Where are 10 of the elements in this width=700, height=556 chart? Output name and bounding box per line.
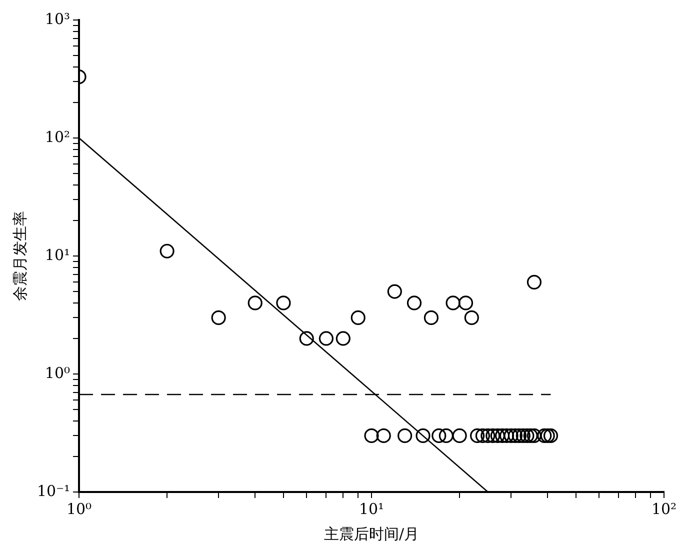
x-axis-title: 主震后时间/月 [324,524,420,543]
x-tick-label: 10⁰ [66,500,92,518]
x-tick-label: 10² [651,500,677,518]
y-tick-label: 10² [44,128,70,146]
x-tick-label: 10¹ [358,500,384,518]
y-tick-label: 10⁰ [44,364,70,382]
y-tick-label: 10⁻¹ [36,482,70,500]
y-tick-label: 10³ [44,10,70,28]
y-tick-label: 10¹ [44,246,70,264]
y-axis-title: 余震月发生率 [10,211,29,301]
